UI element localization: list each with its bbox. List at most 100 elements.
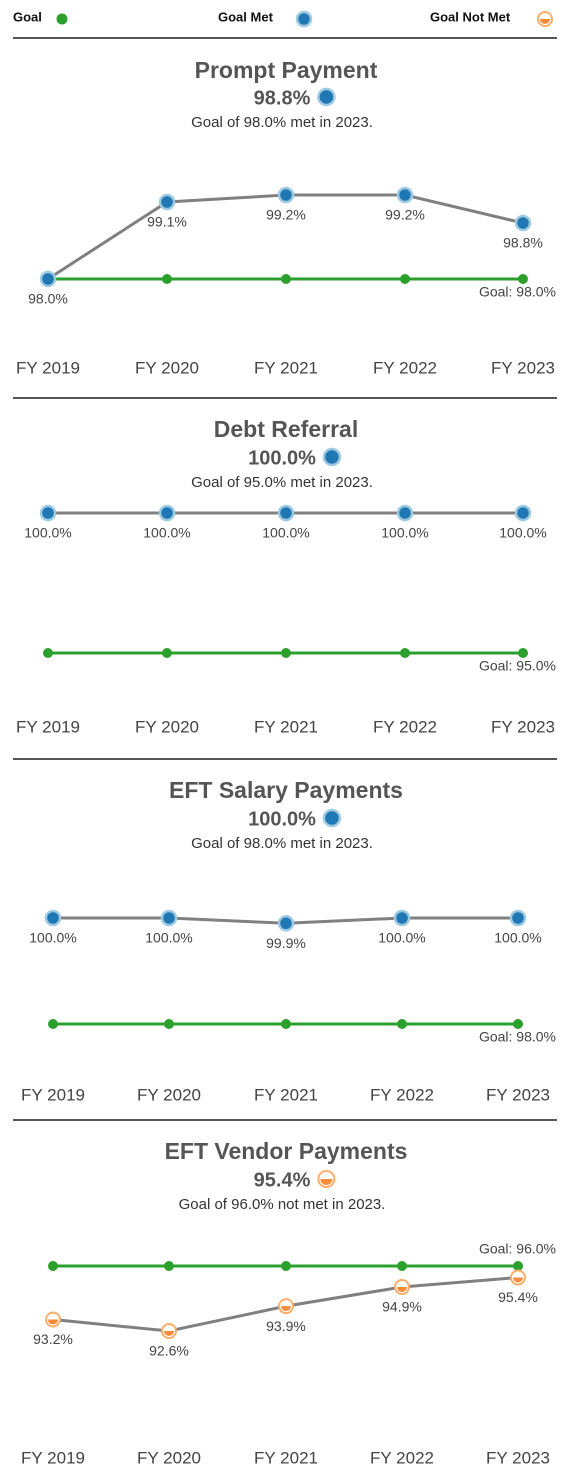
icon-half: [48, 1319, 58, 1325]
goal-dot: [162, 274, 172, 284]
goal-dot: [48, 1261, 58, 1271]
subtitle: Goal of 98.0% met in 2023.: [191, 835, 373, 852]
panel-title: Debt Referral: [214, 416, 358, 442]
headline: 100.0%: [248, 447, 316, 469]
goal-not-met-icon: [510, 1269, 526, 1286]
icon-half: [397, 1287, 407, 1293]
value-label: 94.9%: [382, 1299, 422, 1315]
goal-not-met-icon: [161, 1323, 177, 1339]
x-tick-label: FY 2020: [135, 358, 199, 377]
goal-met-icon: [44, 909, 62, 927]
x-tick-label: FY 2020: [135, 717, 199, 736]
x-tick-label: FY 2021: [254, 717, 318, 736]
legend-goal-dot: [56, 13, 68, 25]
goal-met-icon: [396, 186, 414, 204]
goal-met-icon: [514, 214, 532, 232]
legend-goal: Goal: [13, 9, 42, 24]
value-label: 99.1%: [147, 214, 187, 230]
goal-met-icon: [322, 447, 342, 467]
goal-met-icon: [158, 193, 176, 211]
panel-title: EFT Vendor Payments: [165, 1138, 408, 1164]
value-label: 93.2%: [33, 1331, 73, 1347]
value-label: 92.6%: [149, 1343, 189, 1359]
goal-met-icon: [393, 909, 411, 927]
value-label: 100.0%: [24, 525, 71, 541]
x-tick-label: FY 2019: [21, 1085, 85, 1104]
icon-half: [540, 19, 550, 24]
value-label: 98.0%: [28, 291, 68, 307]
goal-label: Goal: 96.0%: [479, 1241, 556, 1257]
goal-dot: [518, 274, 528, 284]
goal-dot: [43, 648, 53, 658]
x-tick-label: FY 2023: [486, 1085, 550, 1104]
goal-dot: [281, 274, 291, 284]
value-label: 95.4%: [498, 1289, 538, 1305]
x-tick-label: FY 2021: [254, 1448, 318, 1467]
goal-label: Goal: 98.0%: [479, 284, 556, 300]
goal-dot: [397, 1019, 407, 1029]
goal-met-icon: [39, 270, 57, 288]
x-tick-label: FY 2022: [370, 1085, 434, 1104]
goal-dot: [400, 274, 410, 284]
headline: 100.0%: [248, 808, 316, 830]
value-label: 100.0%: [143, 525, 190, 541]
goal-not-met-icon: [317, 1170, 336, 1188]
x-tick-label: FY 2023: [491, 717, 555, 736]
goal-dot: [513, 1261, 523, 1271]
subtitle: Goal of 98.0% met in 2023.: [191, 114, 373, 131]
goal-dot: [400, 648, 410, 658]
goal-dot: [164, 1019, 174, 1029]
goal-met-icon: [514, 504, 532, 522]
headline: 95.4%: [254, 1169, 311, 1191]
value-label: 99.2%: [266, 207, 306, 223]
value-label: 100.0%: [499, 525, 546, 541]
subtitle: Goal of 96.0% not met in 2023.: [179, 1196, 386, 1213]
value-label: 100.0%: [494, 930, 541, 946]
x-tick-label: FY 2020: [137, 1448, 201, 1467]
goal-dot: [281, 1261, 291, 1271]
legend-met: Goal Met: [218, 9, 274, 24]
x-tick-label: FY 2023: [486, 1448, 550, 1467]
x-tick-label: FY 2022: [373, 358, 437, 377]
x-tick-label: FY 2019: [16, 717, 80, 736]
goal-met-icon: [39, 504, 57, 522]
goal-dot: [281, 1019, 291, 1029]
icon-half: [320, 1179, 333, 1185]
value-label: 100.0%: [145, 930, 192, 946]
goal-dot: [164, 1261, 174, 1271]
subtitle: Goal of 95.0% met in 2023.: [191, 474, 373, 491]
panel-title: Prompt Payment: [195, 57, 378, 83]
x-tick-label: FY 2020: [137, 1085, 201, 1104]
value-label: 100.0%: [381, 525, 428, 541]
x-tick-label: FY 2021: [254, 358, 318, 377]
icon-half: [513, 1277, 523, 1283]
goal-met-icon: [317, 87, 336, 107]
goal-met-icon: [160, 909, 178, 927]
goal-met-icon: [322, 808, 342, 828]
goal-label: Goal: 98.0%: [479, 1029, 556, 1045]
goal-met-icon: [277, 186, 295, 204]
headline: 98.8%: [254, 87, 311, 109]
goal-dot: [518, 648, 528, 658]
goal-not-met-icon: [537, 11, 553, 27]
goal-met-icon: [158, 504, 176, 522]
value-label: 99.9%: [266, 935, 306, 951]
legend-not-met: Goal Not Met: [430, 9, 511, 24]
x-tick-label: FY 2019: [16, 358, 80, 377]
value-label: 100.0%: [378, 930, 425, 946]
goal-met-icon: [277, 915, 295, 932]
x-tick-label: FY 2022: [370, 1448, 434, 1467]
value-label: 99.2%: [385, 207, 425, 223]
goal-dot: [397, 1261, 407, 1271]
icon-half: [281, 1306, 291, 1312]
panel-title: EFT Salary Payments: [169, 777, 403, 803]
x-tick-label: FY 2022: [373, 717, 437, 736]
goal-label: Goal: 95.0%: [479, 658, 556, 674]
goal-not-met-icon: [394, 1279, 410, 1296]
goal-not-met-icon: [45, 1311, 61, 1328]
goal-dot: [513, 1019, 523, 1029]
goal-met-icon: [396, 504, 414, 522]
goal-dot: [162, 648, 172, 658]
x-tick-label: FY 2023: [491, 358, 555, 377]
